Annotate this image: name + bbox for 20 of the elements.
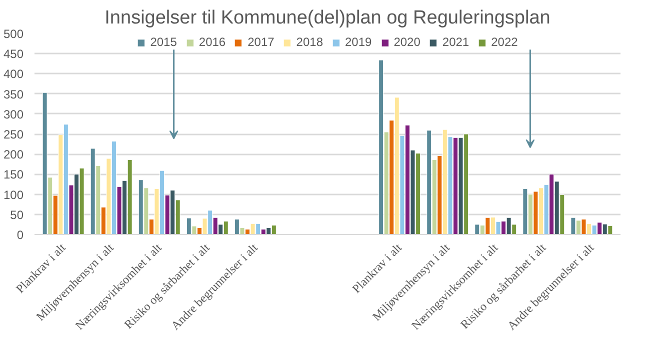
y-tick-label: 500 xyxy=(3,27,24,41)
y-tick-label: 0 xyxy=(16,228,24,242)
legend-label: 2018 xyxy=(296,35,323,49)
y-tick-label: 450 xyxy=(3,47,24,62)
y-tick-label: 300 xyxy=(3,107,24,122)
legend-label: 2017 xyxy=(248,35,274,49)
y-tick-label: 150 xyxy=(3,168,24,182)
legend-label: 2019 xyxy=(345,35,372,49)
y-tick-label: 50 xyxy=(10,208,24,222)
y-tick-label: 250 xyxy=(3,128,24,142)
y-tick-label: 100 xyxy=(3,188,24,202)
y-tick-label: 350 xyxy=(3,87,24,102)
y-tick-label: 200 xyxy=(3,148,24,162)
legend-label: 2015 xyxy=(150,35,177,49)
y-tick-label: 400 xyxy=(3,67,24,82)
legend-label: 2016 xyxy=(198,35,226,49)
legend-label: 2021 xyxy=(442,35,470,49)
legend-label: 2020 xyxy=(394,35,420,49)
chart-title: Innsigelser til Kommune(del)plan og Reguleringsplan xyxy=(104,8,550,28)
legend-label: 2022 xyxy=(491,35,518,49)
